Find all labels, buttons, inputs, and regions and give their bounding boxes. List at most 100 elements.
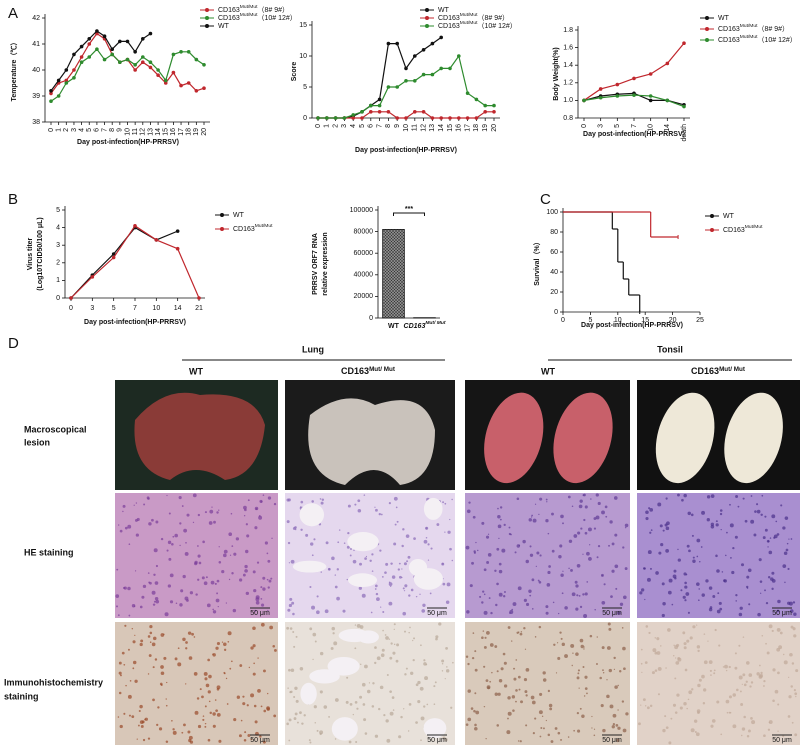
tissue-cell (290, 668, 295, 673)
tissue-cell (713, 672, 716, 675)
tissue-cell (451, 498, 453, 501)
lung-specimen (308, 398, 435, 485)
tissue-cell (623, 595, 627, 600)
y-tick-label: 60 (550, 249, 558, 256)
tissue-cell (507, 626, 511, 629)
tissue-cell (788, 695, 792, 699)
tissue-cell (140, 725, 144, 728)
column-label: WT (189, 366, 203, 376)
data-point (648, 98, 653, 103)
tissue-cell (153, 573, 156, 577)
tissue-cell (553, 643, 556, 646)
data-point (351, 116, 356, 120)
tissue-cell (690, 513, 694, 517)
significance-bracket (393, 212, 425, 216)
tissue-cell (211, 506, 213, 508)
tissue-cell (768, 550, 773, 555)
tissue-cell (181, 505, 184, 507)
tissue-cell (488, 597, 491, 599)
axis-line (44, 14, 210, 123)
tissue-cell (167, 584, 172, 588)
tissue-cell (223, 648, 227, 652)
tissue-cell (198, 561, 202, 565)
tissue-cell (532, 518, 537, 523)
y-tick-label: 80000 (354, 228, 374, 235)
tissue-cell (197, 724, 202, 729)
tissue-cell (711, 719, 716, 723)
tissue-cell (149, 625, 153, 629)
tissue-cell (584, 687, 588, 690)
tissue-cell (197, 578, 200, 581)
tissue-cell (701, 510, 705, 515)
tissue-cell (356, 624, 361, 628)
tissue-cell (660, 542, 664, 547)
tissue-cell (415, 595, 418, 598)
tissue-cell (645, 625, 649, 628)
tissue-cell (139, 704, 143, 709)
tissue-cell (118, 691, 122, 695)
tissue-cell (334, 585, 338, 589)
tissue-cell (218, 561, 222, 564)
tissue-cell (613, 496, 618, 500)
tissue-cell (542, 678, 547, 682)
tissue-cell (388, 638, 391, 640)
tissue-cell (172, 728, 175, 731)
tissue-cell (256, 561, 260, 564)
tissue-cell (419, 686, 424, 691)
tissue-cell (260, 705, 263, 708)
tissue-cell (264, 541, 268, 545)
y-tick-label: 42 (32, 15, 40, 22)
data-point (133, 50, 137, 54)
tissue-cell (520, 700, 524, 704)
data-point (72, 76, 76, 80)
tissue-cell (299, 506, 302, 508)
tissue-cell (741, 727, 746, 731)
tissue-cell (771, 587, 774, 590)
tissue-cell (229, 667, 232, 670)
tissue-cell (571, 664, 573, 667)
tissue-cell (472, 515, 476, 519)
tissue-cell (250, 738, 253, 741)
tissue-cell (236, 695, 241, 699)
x-tick-label: 0 (581, 124, 588, 128)
tissue-cell (294, 712, 298, 716)
tonsil-specimen (484, 392, 544, 484)
tissue-cell (575, 652, 579, 656)
tissue-cell (719, 607, 723, 611)
tissue-cell (166, 681, 168, 684)
x-tick-label: 14 (174, 305, 182, 312)
x-tick-label: 13 (429, 124, 436, 132)
tissue-cell (517, 631, 520, 633)
tissue-cell (253, 704, 257, 708)
tissue-cell (139, 720, 144, 724)
tissue-cell (557, 731, 561, 735)
tissue-cell (593, 728, 596, 730)
tissue-cell (698, 599, 700, 602)
tissue-cell (397, 568, 401, 571)
tissue-cell (215, 598, 220, 603)
tissue-cell (242, 702, 246, 706)
scale-bar-label: 50 μm (772, 610, 792, 617)
tissue-cell (777, 599, 781, 604)
panel-label: B (8, 191, 18, 208)
data-point (163, 81, 168, 85)
x-axis-label: Day post-infection(HP-PRRSV) (84, 319, 186, 326)
tissue-cell (381, 648, 385, 652)
tissue-cell (523, 627, 526, 630)
data-point (333, 116, 338, 120)
tissue-cell (132, 660, 137, 665)
data-point (457, 116, 461, 120)
tissue-cell (692, 559, 696, 563)
tissue-cell (227, 640, 230, 643)
x-tick-label: 15 (163, 128, 170, 136)
tissue-cell (214, 699, 217, 701)
tissue-cell (534, 503, 537, 505)
tissue-cell (483, 645, 487, 649)
tissue-cell (134, 634, 136, 636)
tissue-cell (716, 700, 720, 704)
x-tick-label: 20 (201, 128, 208, 136)
tissue-cell (347, 532, 350, 535)
panel-label: A (8, 5, 18, 22)
tissue-cell (473, 709, 476, 713)
tissue-cell (184, 551, 189, 556)
